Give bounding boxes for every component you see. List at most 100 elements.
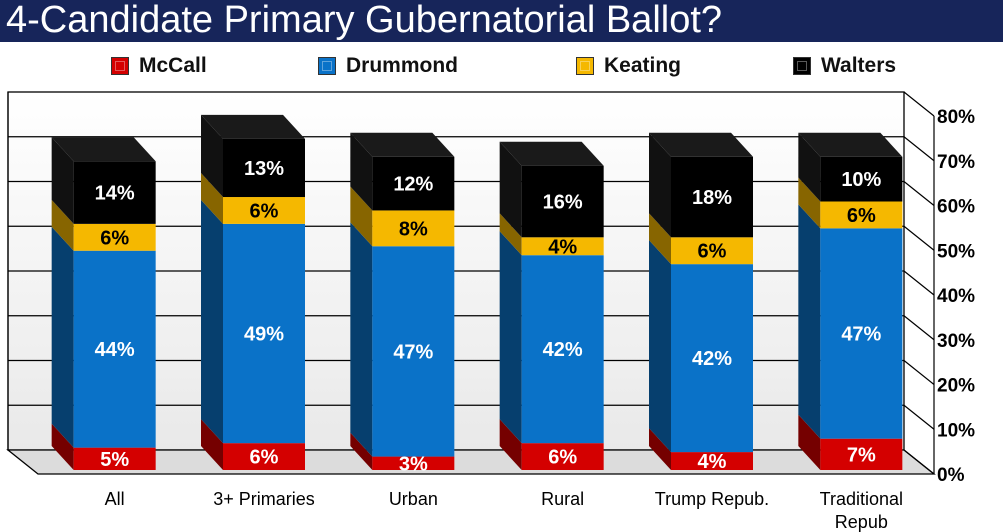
legend-item-keating: Keating: [576, 53, 681, 79]
axis-tick: [903, 91, 935, 117]
bar-side-walters: [51, 137, 74, 224]
bar-top-cap: [350, 132, 455, 157]
bar-walters: [671, 156, 753, 238]
legend-label-drummond: Drummond: [346, 54, 458, 77]
axis-tick: [903, 449, 935, 475]
value-label: 5%: [100, 449, 129, 471]
bar-side-walters: [350, 132, 373, 211]
bar-side-mccall: [649, 428, 671, 470]
chart-title: 4-Candidate Primary Gubernatorial Ballot…: [6, 0, 723, 41]
value-label: 6%: [698, 241, 727, 263]
y-tick-label: 30%: [937, 331, 975, 352]
bar-side-drummond: [798, 204, 821, 439]
value-label: 6%: [250, 200, 279, 222]
bar-keating: [73, 223, 156, 251]
y-tick-label: 50%: [937, 241, 975, 262]
legend-swatch-drummond: [318, 57, 336, 75]
bar-side-mccall: [499, 419, 522, 470]
bar-walters: [521, 165, 604, 238]
bar-mccall: [521, 443, 604, 470]
y-tick-label: 40%: [937, 286, 975, 307]
legend-swatch-walters: [793, 57, 811, 75]
bar-side-walters: [499, 141, 522, 238]
value-label: 49%: [244, 324, 284, 346]
value-label: 16%: [543, 192, 583, 214]
bar-side-drummond: [499, 231, 522, 444]
bar-keating: [223, 197, 305, 224]
value-label: 4%: [698, 451, 727, 473]
legend-item-mccall: McCall: [111, 53, 207, 79]
axis-tick: [903, 181, 935, 206]
bar-top-cap: [51, 137, 156, 162]
value-label: 8%: [399, 218, 428, 240]
bar-side-walters: [201, 114, 223, 198]
value-label: 47%: [841, 324, 881, 346]
value-label: 14%: [95, 183, 135, 205]
axis-tick: [903, 315, 935, 341]
bar-drummond: [671, 264, 753, 453]
legend-swatch-mccall: [111, 57, 129, 75]
bar-walters: [372, 156, 455, 211]
bar-drummond: [223, 223, 305, 444]
x-tick-label: Trump Repub.: [655, 489, 769, 509]
bar-top-cap: [499, 141, 604, 166]
axis-tick: [903, 225, 935, 251]
legend-item-walters: Walters: [793, 53, 896, 79]
bar-drummond: [372, 246, 455, 457]
bar-side-keating: [649, 213, 671, 265]
x-tick-label: Repub: [835, 512, 888, 532]
axis-tick: [903, 360, 935, 385]
legend-label-keating: Keating: [604, 54, 682, 77]
bar-keating: [671, 237, 753, 265]
value-label: 47%: [393, 341, 433, 363]
bar-walters: [820, 156, 903, 202]
bar-drummond: [820, 228, 903, 439]
bar-side-drummond: [649, 240, 671, 453]
bar-side-keating: [499, 213, 522, 256]
bar-side-drummond: [350, 222, 373, 457]
bar-keating: [521, 237, 604, 256]
value-label: 18%: [692, 187, 732, 209]
legend-label-mccall: McCall: [139, 54, 207, 77]
legend-swatch-keating: [576, 57, 594, 75]
value-label: 13%: [244, 158, 284, 180]
value-label: 4%: [548, 236, 577, 258]
value-label: 7%: [847, 444, 876, 466]
value-label: 42%: [543, 339, 583, 361]
bar-side-drummond: [201, 199, 223, 444]
bar-side-mccall: [201, 419, 223, 470]
bar-walters: [223, 138, 305, 198]
bar-side-mccall: [51, 423, 74, 470]
bar-side-mccall: [350, 432, 373, 470]
x-tick-label: Urban: [389, 489, 438, 509]
axis-tick: [903, 270, 935, 296]
bar-side-keating: [798, 177, 821, 229]
bar-mccall: [820, 438, 903, 470]
bar-top-cap: [649, 132, 753, 157]
bar-mccall: [372, 456, 455, 470]
value-label: 6%: [548, 447, 577, 469]
axis-tick: [903, 136, 935, 162]
value-label: 12%: [393, 174, 433, 196]
bar-side-keating: [201, 173, 223, 224]
bar-side-drummond: [51, 226, 74, 448]
x-tick-label: 3+ Primaries: [213, 489, 315, 509]
bar-side-walters: [649, 132, 671, 238]
bar-mccall: [223, 443, 305, 470]
value-label: 6%: [847, 205, 876, 227]
y-tick-label: 10%: [937, 420, 975, 441]
bar-mccall: [73, 447, 156, 470]
bar-keating: [372, 210, 455, 247]
bar-side-mccall: [798, 414, 821, 470]
bar-mccall: [671, 452, 753, 470]
value-label: 10%: [841, 169, 881, 191]
value-label: 44%: [95, 339, 135, 361]
x-tick-label: Rural: [541, 489, 584, 509]
bar-keating: [820, 201, 903, 229]
bar-side-walters: [798, 132, 821, 202]
legend-label-walters: Walters: [821, 54, 897, 77]
bar-side-keating: [51, 199, 74, 251]
y-tick-label: 70%: [937, 152, 975, 173]
y-tick-label: 60%: [937, 197, 975, 218]
